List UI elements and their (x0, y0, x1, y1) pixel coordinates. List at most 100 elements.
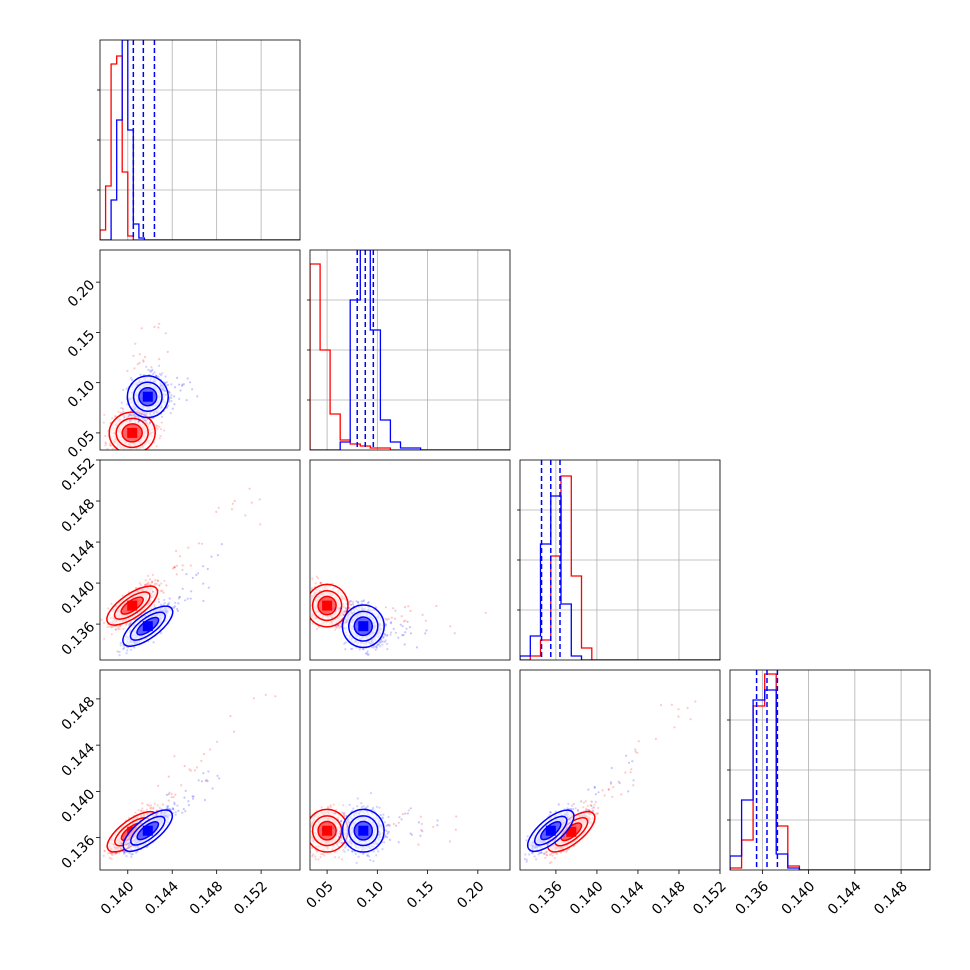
scatter-point (156, 427, 159, 430)
scatter-point (197, 542, 200, 545)
scatter-point (177, 602, 180, 605)
scatter-point (111, 447, 114, 450)
scatter-point (151, 590, 155, 593)
scatter-point (248, 487, 251, 490)
panel-frame (519, 459, 721, 661)
scatter-point (122, 388, 125, 391)
scatter-point (181, 587, 184, 590)
panel-frame (309, 249, 511, 451)
scatter-point (149, 578, 152, 581)
scatter-point (152, 372, 155, 376)
scatter-point (131, 378, 134, 382)
scatter-point (130, 414, 133, 417)
histogram-panel-3 (727, 669, 931, 871)
scatter-point (186, 597, 189, 600)
scatter-point (120, 407, 123, 410)
histogram-red (100, 55, 300, 240)
density-peak-blue (142, 621, 153, 632)
scatter-point (155, 424, 158, 427)
scatter-point (220, 543, 223, 546)
scatter-point (178, 596, 181, 599)
scatter-point (190, 590, 193, 593)
scatter-point (197, 572, 200, 575)
scatter-point (138, 353, 141, 356)
scatter-point (174, 601, 177, 605)
scatter-point (149, 370, 152, 373)
scatter-point (123, 646, 126, 650)
scatter-point (117, 628, 120, 631)
scatter-point (173, 566, 176, 569)
scatter-point (117, 410, 120, 413)
scatter-point (186, 377, 189, 380)
scatter-point (158, 358, 161, 361)
scatter-point (104, 444, 107, 447)
scatter-point (142, 359, 145, 362)
scatter-point (189, 564, 192, 567)
panel-frame (729, 669, 931, 871)
scatter-point (178, 383, 181, 386)
scatter-point (168, 400, 171, 403)
scatter-point (142, 360, 145, 363)
scatter-point (141, 421, 144, 424)
scatter-point (233, 499, 236, 503)
scatter-point (148, 583, 151, 586)
panel-frame (99, 459, 301, 661)
scatter-points (102, 322, 199, 454)
scatter-point (181, 384, 184, 387)
scatter-point (122, 410, 125, 413)
histogram-blue (520, 495, 720, 660)
scatter-point (128, 622, 131, 626)
histogram-panel-1 (307, 249, 511, 451)
scatter-point (110, 602, 113, 605)
scatter-point (154, 374, 157, 377)
scatter-point (230, 508, 234, 511)
scatter-point (134, 342, 137, 345)
scatter-point (170, 396, 173, 399)
histogram-panel-2 (517, 459, 721, 661)
scatter-point (128, 623, 132, 626)
scatter-point (163, 429, 166, 432)
scatter-point (123, 452, 125, 454)
scatter-point (158, 364, 161, 367)
scatter-point (118, 627, 121, 630)
scatter-point (111, 417, 114, 420)
scatter-point (143, 418, 146, 421)
scatter-point (178, 555, 182, 558)
scatter-point (129, 621, 132, 624)
scatter-point (121, 594, 124, 597)
scatter-point (163, 601, 166, 605)
scatter-point (117, 626, 120, 629)
scatter-point (136, 363, 139, 366)
scatter-point (135, 611, 138, 614)
scatter-point (168, 396, 171, 399)
scatter-point (110, 852, 113, 855)
scatter-point (144, 584, 147, 587)
scatter-point (150, 581, 153, 584)
scatter-point (112, 625, 115, 628)
scatter-point (206, 567, 209, 571)
scatter-point (134, 416, 137, 419)
scatter-point (119, 644, 122, 647)
scatter-point (128, 413, 131, 416)
scatter-point (151, 573, 154, 577)
scatter-point (178, 595, 181, 599)
scatter-point (112, 451, 114, 453)
scatter-point (258, 498, 261, 501)
scatter-point (126, 649, 129, 652)
scatter-point (108, 625, 111, 628)
scatter-point (137, 450, 139, 452)
scatter-point (125, 652, 128, 655)
scatter-point (104, 442, 107, 445)
scatter-point (207, 586, 210, 589)
scatter-point (103, 637, 106, 640)
scatter-point (155, 375, 158, 378)
scatter-panel-0-3 (99, 669, 301, 871)
scatter-point (152, 641, 155, 644)
scatter-points (102, 693, 277, 860)
scatter-point (147, 368, 150, 371)
scatter-point (113, 415, 116, 418)
scatter-point (146, 583, 149, 586)
scatter-point (118, 654, 121, 657)
scatter-point (173, 566, 176, 569)
